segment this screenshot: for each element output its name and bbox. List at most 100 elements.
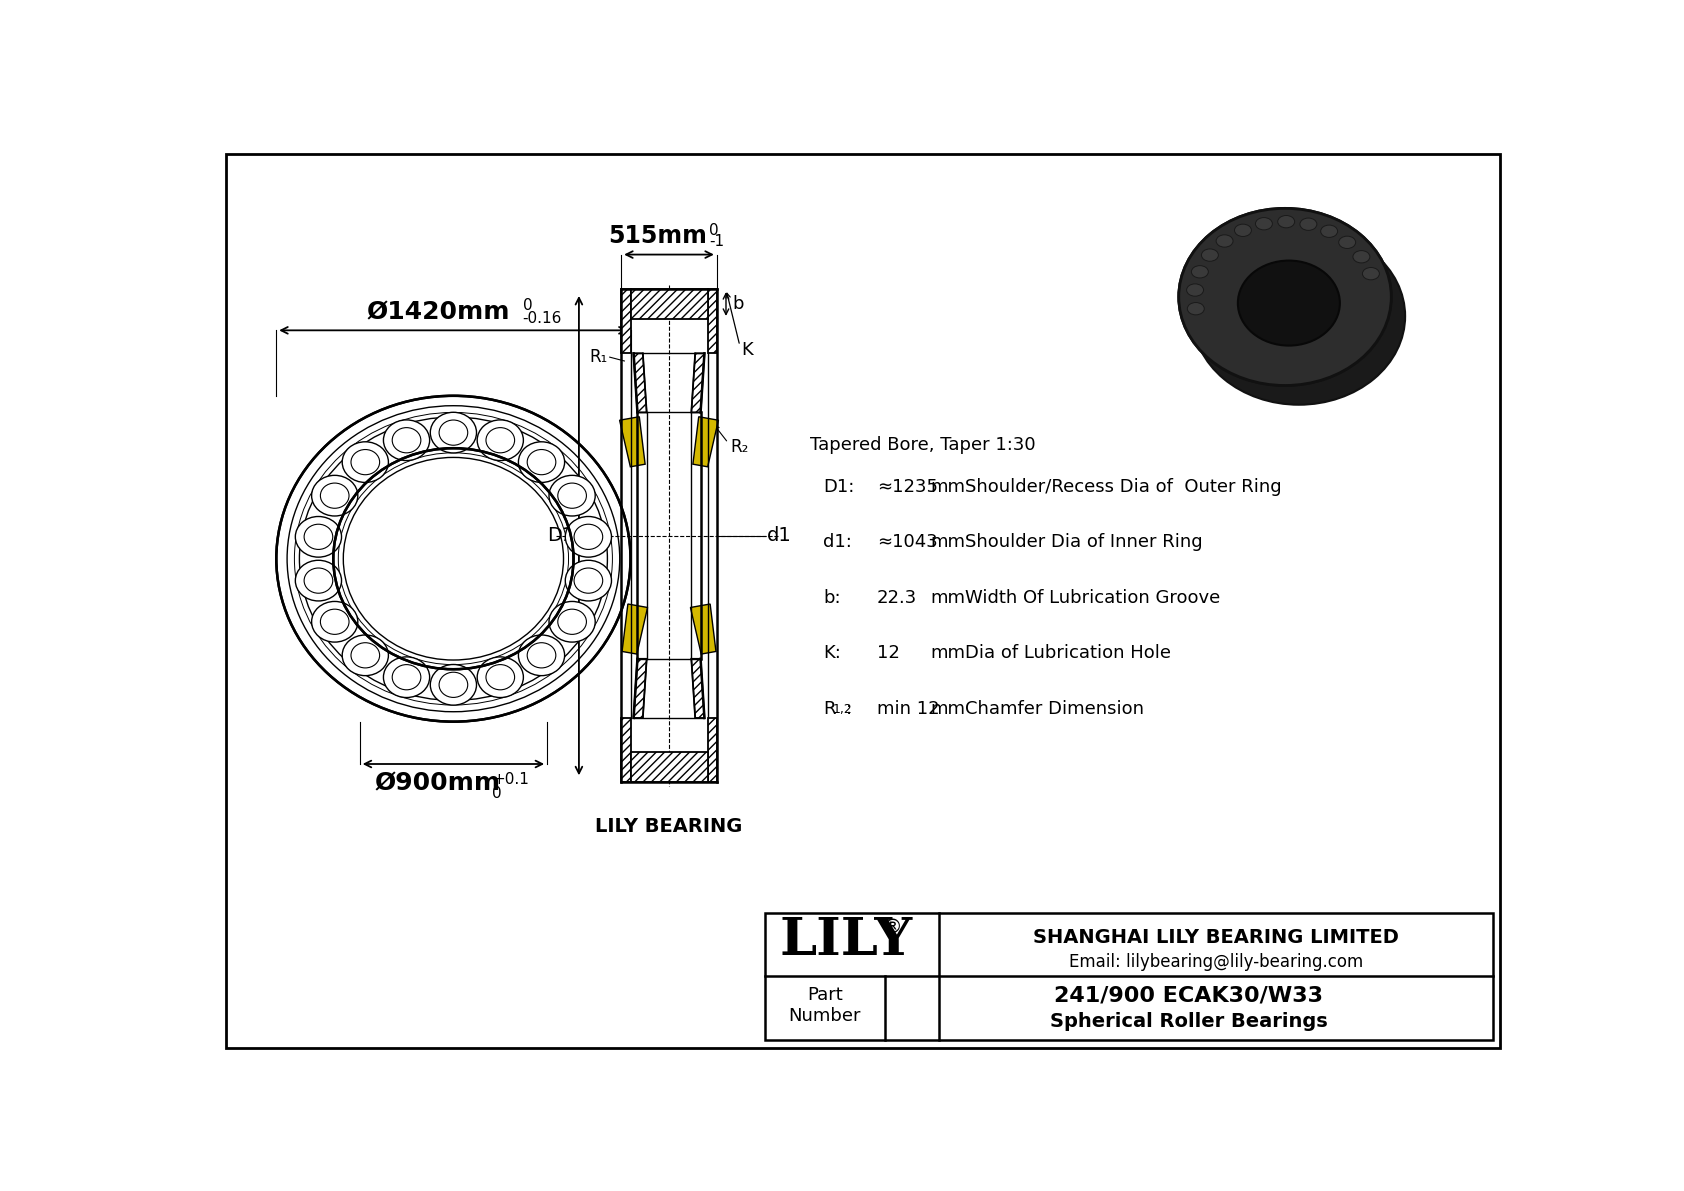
Ellipse shape [1179, 208, 1391, 386]
Ellipse shape [305, 568, 333, 593]
Ellipse shape [574, 524, 603, 549]
Text: Email: lilybearing@lily-bearing.com: Email: lilybearing@lily-bearing.com [1069, 953, 1362, 971]
Ellipse shape [392, 665, 421, 690]
Text: R: R [823, 699, 835, 718]
Ellipse shape [305, 524, 333, 549]
Ellipse shape [557, 609, 586, 635]
Ellipse shape [1216, 235, 1233, 248]
Text: d1:: d1: [823, 534, 852, 551]
Text: -0.16: -0.16 [522, 311, 562, 325]
Text: d1: d1 [766, 526, 791, 545]
Ellipse shape [487, 428, 515, 453]
Text: Number: Number [788, 1008, 861, 1025]
Ellipse shape [384, 420, 429, 461]
Ellipse shape [1320, 225, 1337, 237]
Text: 12: 12 [877, 644, 899, 662]
Text: ≈1235: ≈1235 [877, 478, 938, 495]
Ellipse shape [342, 635, 389, 675]
Ellipse shape [1352, 250, 1369, 263]
Ellipse shape [312, 601, 357, 642]
Polygon shape [707, 289, 717, 354]
Ellipse shape [1192, 227, 1404, 405]
Text: Chamfer Dimension: Chamfer Dimension [965, 699, 1145, 718]
Text: 22.3: 22.3 [877, 588, 918, 606]
Ellipse shape [519, 635, 564, 675]
Ellipse shape [431, 665, 477, 705]
Text: 241/900 ECAK30/W33: 241/900 ECAK30/W33 [1054, 986, 1324, 1005]
Polygon shape [621, 604, 648, 654]
Polygon shape [630, 289, 707, 319]
Ellipse shape [1339, 236, 1356, 249]
Ellipse shape [549, 601, 594, 642]
Text: 0: 0 [492, 786, 502, 800]
Ellipse shape [1234, 224, 1251, 237]
Polygon shape [620, 417, 645, 467]
Ellipse shape [1201, 249, 1219, 261]
Ellipse shape [440, 420, 468, 445]
Ellipse shape [1362, 268, 1379, 280]
Ellipse shape [350, 643, 379, 668]
Text: mm: mm [931, 699, 967, 718]
Ellipse shape [295, 517, 342, 557]
Polygon shape [692, 354, 704, 412]
Text: 1,2: 1,2 [832, 704, 852, 717]
Ellipse shape [1187, 283, 1204, 297]
Text: SHANGHAI LILY BEARING LIMITED: SHANGHAI LILY BEARING LIMITED [1032, 928, 1399, 947]
Text: R₂: R₂ [731, 438, 749, 456]
Ellipse shape [574, 568, 603, 593]
Text: Tapered Bore, Taper 1:30: Tapered Bore, Taper 1:30 [810, 436, 1036, 454]
Ellipse shape [557, 484, 586, 509]
Ellipse shape [566, 517, 611, 557]
Text: LILY: LILY [780, 916, 913, 966]
Polygon shape [630, 753, 707, 782]
Ellipse shape [1300, 218, 1317, 230]
Text: Ø900mm: Ø900mm [376, 772, 502, 796]
Text: Part: Part [807, 986, 842, 1004]
Text: mm: mm [931, 644, 967, 662]
Text: ≈1043: ≈1043 [877, 534, 938, 551]
Text: D1: D1 [547, 526, 574, 545]
Ellipse shape [1238, 261, 1340, 345]
Text: ®: ® [882, 918, 903, 937]
Ellipse shape [477, 420, 524, 461]
Ellipse shape [440, 672, 468, 698]
Ellipse shape [487, 665, 515, 690]
Text: -1: -1 [709, 235, 724, 249]
Ellipse shape [549, 475, 594, 516]
Text: b:: b: [823, 588, 840, 606]
Text: mm: mm [931, 478, 967, 495]
Polygon shape [633, 354, 647, 412]
Text: 0: 0 [522, 299, 532, 313]
Text: b: b [733, 295, 744, 313]
Polygon shape [690, 604, 716, 654]
Ellipse shape [1191, 266, 1209, 278]
Ellipse shape [350, 449, 379, 475]
Text: R₁: R₁ [589, 348, 608, 366]
Text: Ø1420mm: Ø1420mm [365, 300, 510, 324]
Bar [765, 913, 1494, 1040]
Text: LILY BEARING: LILY BEARING [596, 817, 743, 836]
Text: Spherical Roller Bearings: Spherical Roller Bearings [1049, 1012, 1327, 1031]
Polygon shape [692, 659, 704, 718]
Text: min 12: min 12 [877, 699, 940, 718]
Polygon shape [633, 659, 647, 718]
Ellipse shape [527, 643, 556, 668]
Ellipse shape [1187, 303, 1204, 314]
Text: 0: 0 [709, 223, 719, 238]
Ellipse shape [295, 560, 342, 601]
Polygon shape [692, 417, 719, 467]
Ellipse shape [519, 442, 564, 482]
Text: K: K [741, 341, 753, 358]
Polygon shape [621, 289, 630, 354]
Polygon shape [707, 718, 717, 782]
Text: K:: K: [823, 644, 840, 662]
Text: D1:: D1: [823, 478, 854, 495]
Text: 515mm: 515mm [608, 224, 707, 249]
Text: mm: mm [931, 588, 967, 606]
Ellipse shape [312, 475, 357, 516]
Ellipse shape [342, 442, 389, 482]
Text: Width Of Lubrication Groove: Width Of Lubrication Groove [965, 588, 1221, 606]
Text: Dia of Lubrication Hole: Dia of Lubrication Hole [965, 644, 1172, 662]
Ellipse shape [527, 449, 556, 475]
Text: :: : [845, 699, 852, 718]
